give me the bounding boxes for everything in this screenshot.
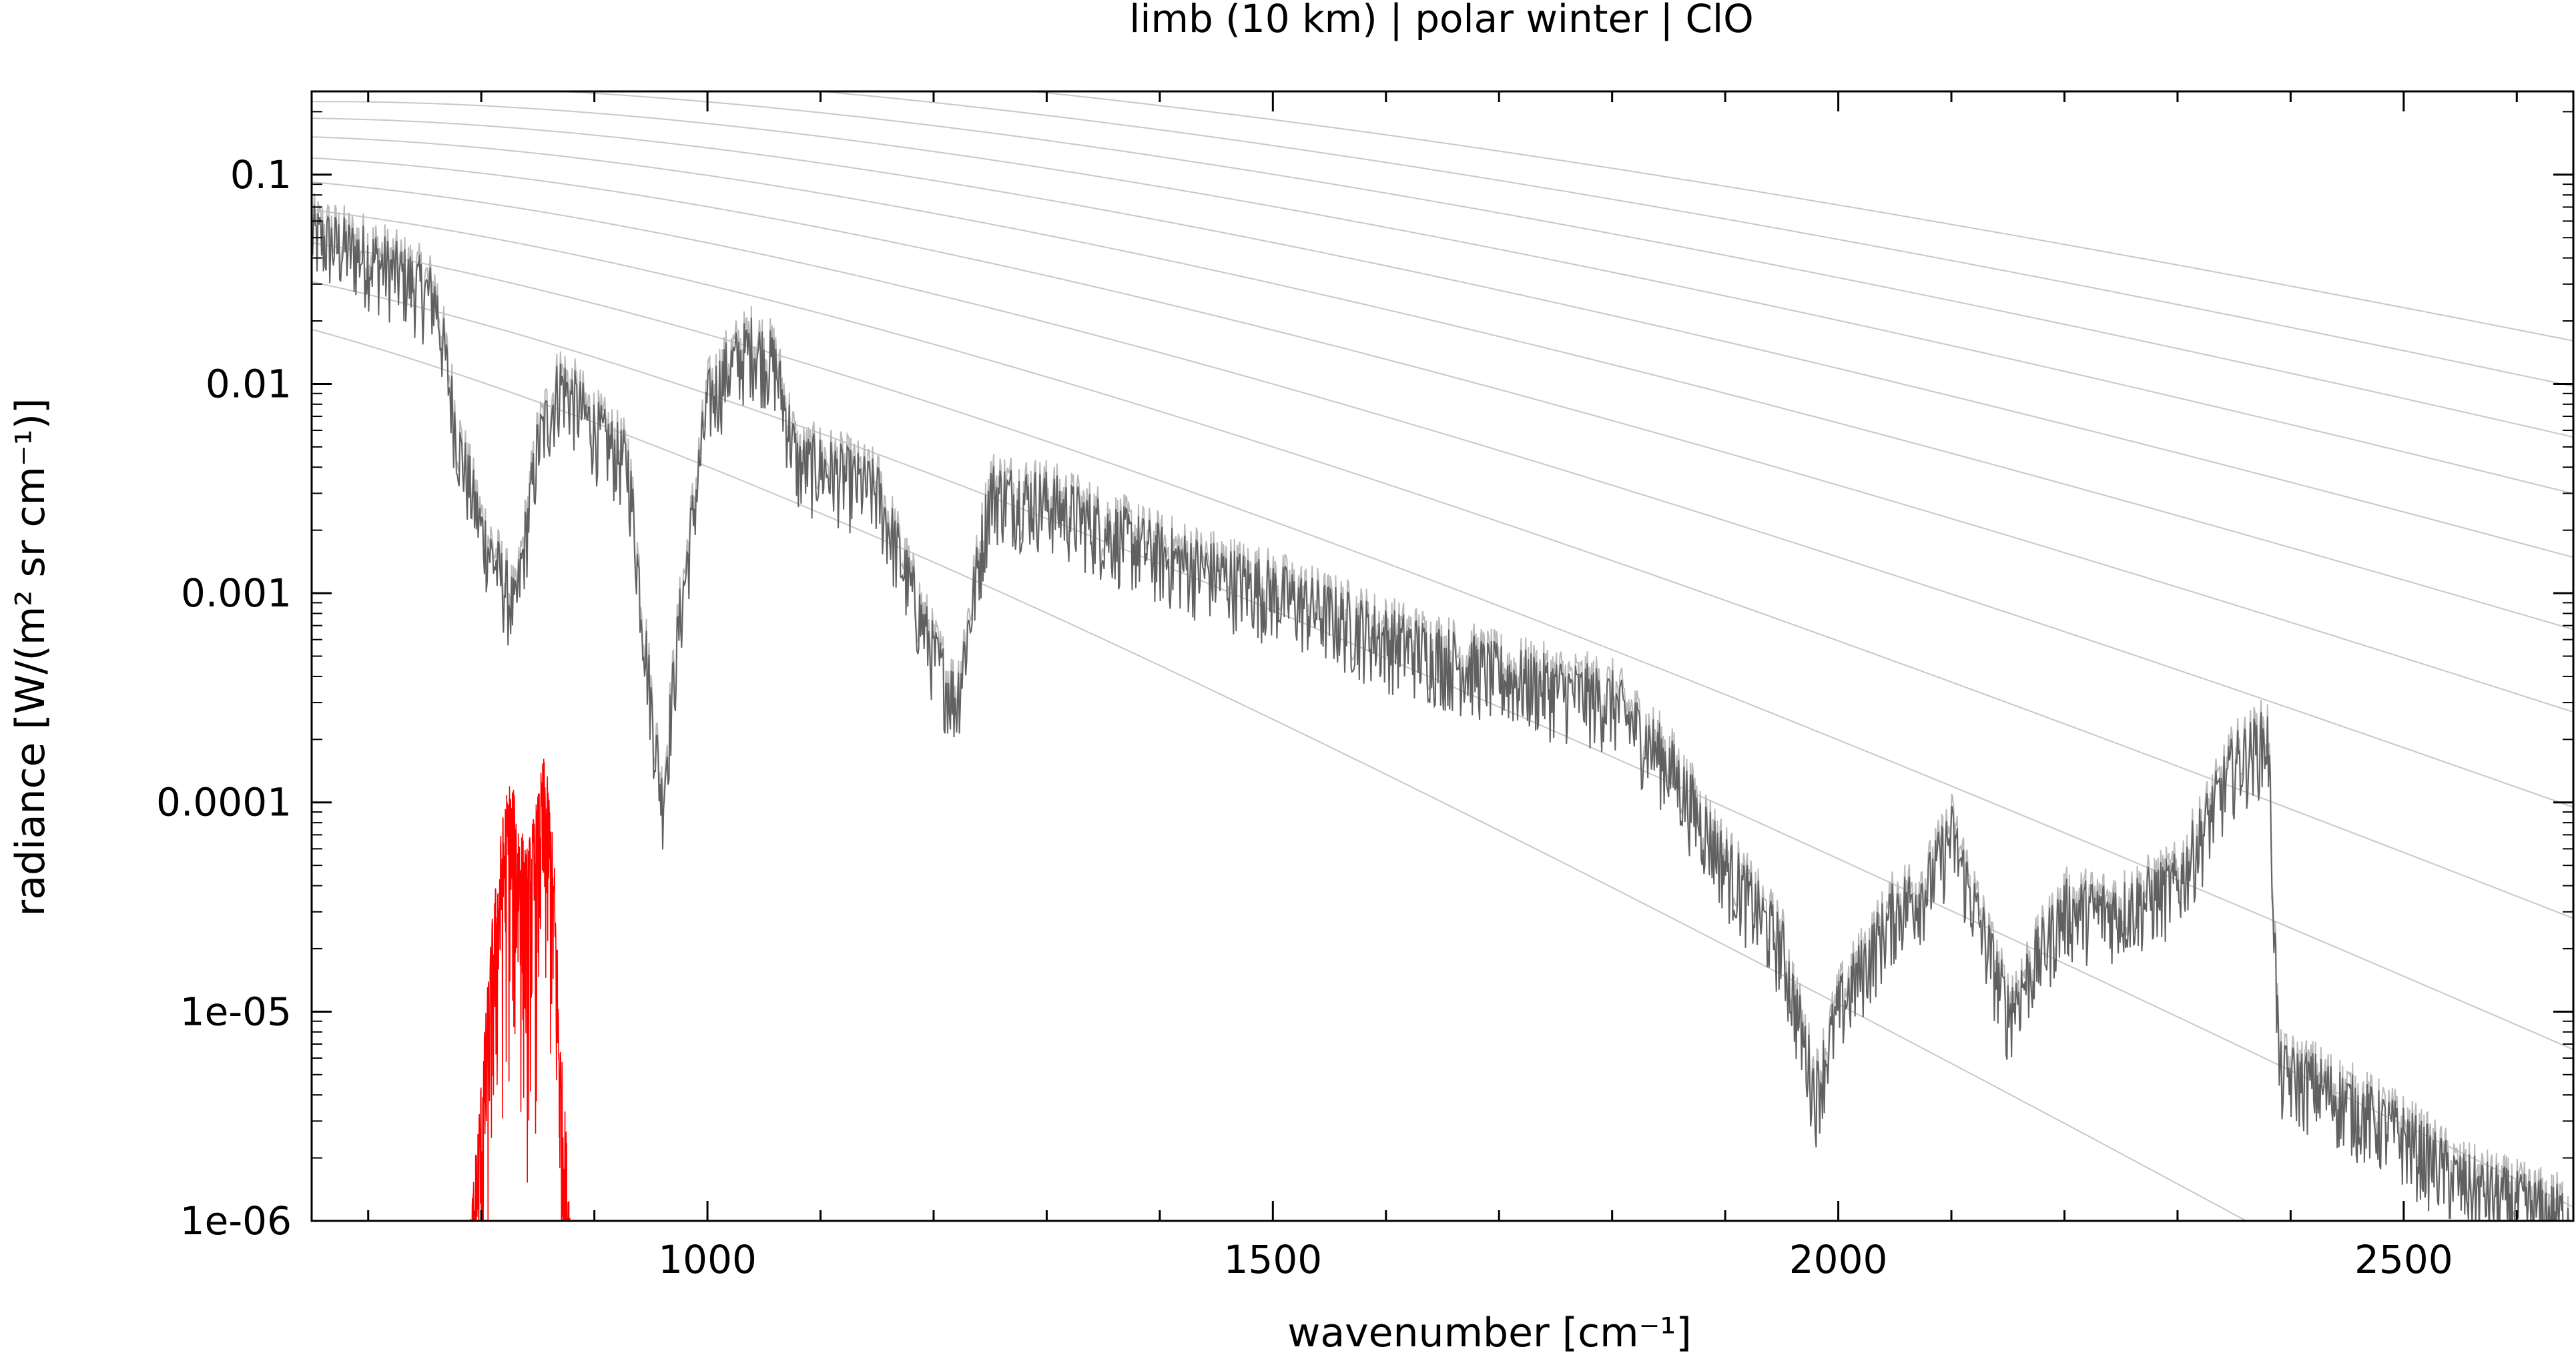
y-tick-label: 0.001 bbox=[181, 570, 292, 616]
series-total-spectrum bbox=[312, 205, 2569, 1221]
series-layer bbox=[312, 193, 2571, 1221]
planck-curve-280k bbox=[312, 157, 2573, 713]
chart-title: limb (10 km) | polar winter | ClO bbox=[1129, 0, 1753, 41]
y-tick-label: 1e-05 bbox=[180, 989, 292, 1034]
y-tick-label: 1e-06 bbox=[180, 1198, 292, 1244]
planck-curve-380k bbox=[814, 91, 2573, 388]
series-clo-contribution bbox=[470, 759, 571, 1221]
planck-curve-400k bbox=[1026, 91, 2573, 342]
y-axis: 1e-06 1e-05 0.0001 0.001 0.01 0.1 bbox=[156, 111, 2573, 1244]
x-tick-label: 1000 bbox=[658, 1237, 757, 1282]
y-tick-label: 0.1 bbox=[230, 152, 292, 197]
planck-curve-240k bbox=[312, 209, 2573, 919]
y-tick-label: 0.01 bbox=[206, 361, 292, 406]
x-axis-label: wavenumber [cm⁻¹] bbox=[1287, 1310, 1691, 1356]
planck-curve-260k bbox=[312, 181, 2573, 808]
planck-curve-340k bbox=[312, 101, 2573, 494]
planck-curve-300k bbox=[312, 136, 2573, 630]
x-axis: 1000 1500 2000 2500 bbox=[367, 91, 2518, 1282]
planck-curve-180k bbox=[312, 328, 2248, 1221]
x-tick-label: 2000 bbox=[1789, 1237, 1888, 1282]
y-axis-label: radiance [W/(m² sr cm⁻¹)] bbox=[7, 398, 54, 917]
planck-reference-curves bbox=[312, 91, 2573, 1221]
planck-curve-320k bbox=[312, 117, 2573, 558]
planck-curve-220k bbox=[312, 242, 2573, 1051]
planck-curve-360k bbox=[547, 91, 2573, 438]
x-tick-label: 2500 bbox=[2354, 1237, 2453, 1282]
x-tick-label: 1500 bbox=[1224, 1237, 1323, 1282]
y-tick-label: 0.0001 bbox=[156, 780, 292, 825]
planck-curve-200k bbox=[312, 281, 2573, 1208]
